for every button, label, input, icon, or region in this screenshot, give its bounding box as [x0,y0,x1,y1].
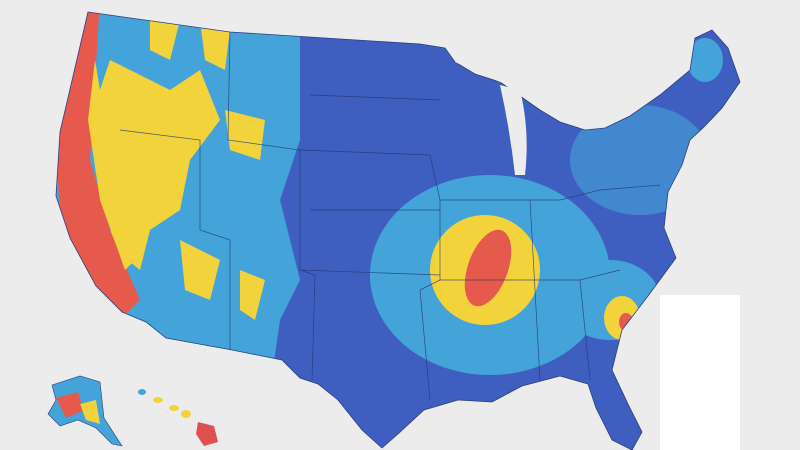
central-very-high [464,229,512,307]
west-high [90,60,220,270]
state-borders [119,31,661,401]
hawaii-island [138,389,146,395]
lake-michigan [500,85,527,175]
maine-moderate [687,38,723,82]
alaska-high [80,400,100,424]
blank-panel [660,295,740,450]
hawaii-island [153,397,163,403]
alaska-very-high [56,392,84,418]
hawaii-island [181,410,191,418]
mountain-high [150,12,265,320]
lake-superior [455,55,540,88]
hawaii [138,389,218,446]
us-outline [55,11,741,450]
coast-high [88,60,135,270]
hawaii-island [169,405,179,411]
hawaii-big-island [196,422,218,446]
